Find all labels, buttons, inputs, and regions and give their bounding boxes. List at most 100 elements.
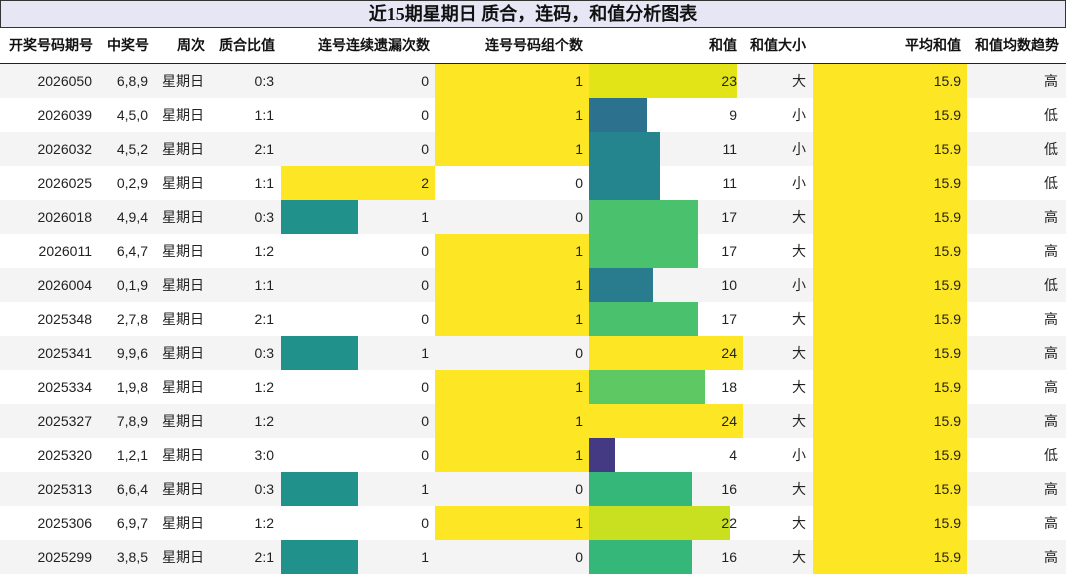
header-consec-miss: 连号连续遗漏次数	[318, 37, 430, 53]
table-row: 2025299 3,8,5 星期日 2:1 1 0 16 大 15.9 高	[0, 540, 1066, 574]
consec-miss-value: 1	[421, 481, 429, 497]
consec-miss-cell: 1	[281, 200, 435, 234]
sum-size: 小	[792, 277, 806, 293]
avg-sum-cell: 15.9	[813, 336, 967, 370]
consec-miss-value: 0	[421, 107, 429, 123]
consec-groups-value: 1	[575, 379, 583, 395]
sum-trend: 高	[1044, 515, 1058, 531]
header-ratio: 质合比值	[219, 37, 275, 53]
sum-cell: 10	[589, 268, 743, 302]
weekday: 星期日	[162, 413, 204, 429]
winning-numbers: 7,8,9	[116, 413, 148, 429]
consec-groups-cell: 1	[435, 64, 589, 98]
table-row: 2025320 1,2,1 星期日 3:0 0 1 4 小 15.9 低	[0, 438, 1066, 472]
sum-cell: 9	[589, 98, 743, 132]
issue-number: 2025299	[37, 549, 92, 565]
consec-miss-cell: 0	[281, 234, 435, 268]
sum-trend: 高	[1044, 243, 1058, 259]
consec-groups-value: 1	[575, 107, 583, 123]
weekday: 星期日	[162, 243, 204, 259]
consec-miss-cell: 0	[281, 98, 435, 132]
sum-size: 大	[792, 549, 806, 565]
avg-sum-value: 15.9	[933, 549, 961, 565]
consec-miss-value: 1	[421, 345, 429, 361]
winning-numbers: 1,9,8	[116, 379, 148, 395]
sum-value: 17	[721, 311, 737, 327]
sum-bar	[589, 268, 653, 302]
consec-miss-bar	[281, 540, 358, 574]
prime-composite-ratio: 1:1	[254, 175, 274, 191]
consec-groups-value: 0	[575, 481, 583, 497]
avg-sum-value: 15.9	[933, 277, 961, 293]
consec-groups-value: 1	[575, 141, 583, 157]
consec-miss-value: 1	[421, 209, 429, 225]
consec-miss-value: 0	[421, 243, 429, 259]
weekday: 星期日	[162, 175, 204, 191]
sum-value: 18	[721, 379, 737, 395]
avg-sum-value: 15.9	[933, 107, 961, 123]
sum-cell: 16	[589, 540, 743, 574]
consec-miss-cell: 0	[281, 302, 435, 336]
winning-numbers: 9,9,6	[116, 345, 148, 361]
consec-miss-value: 0	[421, 311, 429, 327]
consec-groups-bar	[435, 506, 589, 540]
avg-sum-cell: 15.9	[813, 540, 967, 574]
sum-cell: 17	[589, 200, 743, 234]
issue-number: 2026011	[38, 243, 92, 259]
sum-value: 11	[722, 141, 737, 157]
sum-bar	[589, 166, 660, 200]
avg-sum-value: 15.9	[933, 209, 961, 225]
issue-number: 2025327	[37, 413, 92, 429]
issue-number: 2026050	[37, 73, 92, 89]
sum-bar	[589, 540, 692, 574]
prime-composite-ratio: 2:1	[254, 141, 274, 157]
consec-miss-cell: 0	[281, 132, 435, 166]
sum-bar	[589, 200, 698, 234]
weekday: 星期日	[162, 73, 204, 89]
sum-trend: 高	[1044, 549, 1058, 565]
consec-groups-bar	[435, 64, 589, 98]
consec-groups-cell: 1	[435, 370, 589, 404]
consec-groups-bar	[435, 132, 589, 166]
prime-composite-ratio: 3:0	[254, 447, 274, 463]
avg-sum-cell: 15.9	[813, 234, 967, 268]
issue-number: 2025341	[37, 345, 92, 361]
sum-trend: 低	[1044, 175, 1058, 191]
sum-size: 小	[792, 107, 806, 123]
consec-miss-bar	[281, 200, 358, 234]
winning-numbers: 0,1,9	[116, 277, 148, 293]
consec-miss-bar	[281, 472, 358, 506]
sum-size: 大	[792, 209, 806, 225]
table-row: 2026032 4,5,2 星期日 2:1 0 1 11 小 15.9 低	[0, 132, 1066, 166]
weekday: 星期日	[162, 141, 204, 157]
sum-trend: 低	[1044, 141, 1058, 157]
prime-composite-ratio: 1:2	[254, 413, 274, 429]
consec-groups-cell: 0	[435, 336, 589, 370]
prime-composite-ratio: 0:3	[254, 209, 274, 225]
prime-composite-ratio: 0:3	[254, 345, 274, 361]
sum-trend: 高	[1044, 481, 1058, 497]
winning-numbers: 6,6,4	[116, 481, 148, 497]
sum-value: 16	[721, 549, 737, 565]
consec-miss-cell: 0	[281, 268, 435, 302]
consec-groups-value: 0	[575, 549, 583, 565]
issue-number: 2026025	[37, 175, 92, 191]
avg-sum-value: 15.9	[933, 447, 961, 463]
prime-composite-ratio: 2:1	[254, 549, 274, 565]
sum-value: 24	[721, 345, 737, 361]
table-row: 2026039 4,5,0 星期日 1:1 0 1 9 小 15.9 低	[0, 98, 1066, 132]
table-row: 2025348 2,7,8 星期日 2:1 0 1 17 大 15.9 高	[0, 302, 1066, 336]
weekday: 星期日	[162, 515, 204, 531]
avg-sum-value: 15.9	[933, 413, 961, 429]
sum-bar	[589, 336, 743, 370]
winning-numbers: 1,2,1	[116, 447, 148, 463]
consec-groups-value: 0	[575, 209, 583, 225]
table-row: 2026025 0,2,9 星期日 1:1 2 0 11 小 15.9 低	[0, 166, 1066, 200]
avg-sum-cell: 15.9	[813, 166, 967, 200]
avg-sum-cell: 15.9	[813, 98, 967, 132]
issue-number: 2025334	[37, 379, 92, 395]
consec-groups-value: 0	[575, 175, 583, 191]
consec-groups-cell: 1	[435, 268, 589, 302]
consec-groups-cell: 1	[435, 302, 589, 336]
table-row: 2026011 6,4,7 星期日 1:2 0 1 17 大 15.9 高	[0, 234, 1066, 268]
